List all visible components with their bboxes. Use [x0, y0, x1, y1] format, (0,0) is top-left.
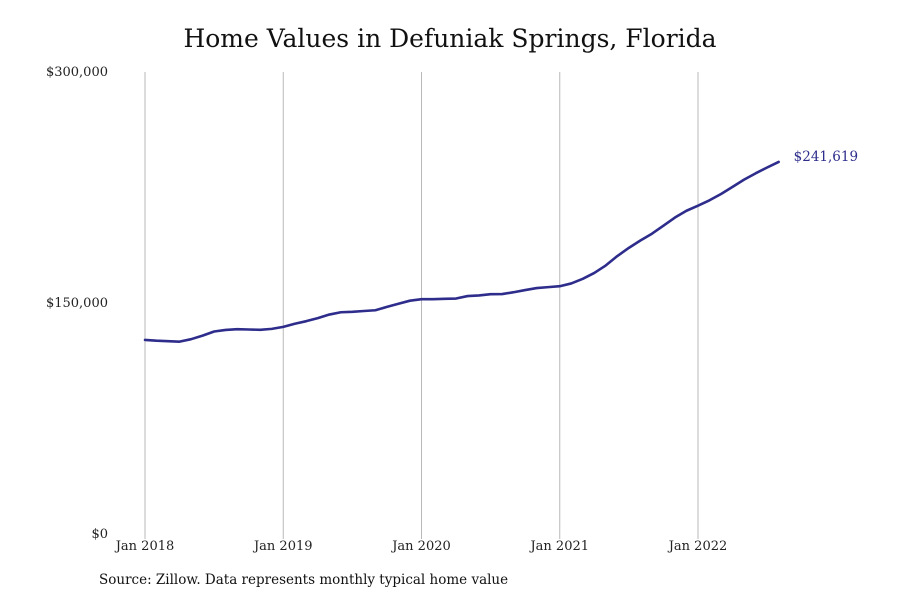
x-tick-label: Jan 2021: [528, 539, 589, 554]
x-tick-label: Jan 2020: [390, 539, 451, 554]
source-note: Source: Zillow. Data represents monthly …: [99, 572, 509, 588]
x-tick-label: Jan 2019: [252, 539, 313, 554]
x-tick-label: Jan 2018: [114, 539, 175, 554]
chart-title: Home Values in Defuniak Springs, Florida: [183, 24, 717, 53]
y-tick-label: $150,000: [46, 296, 108, 311]
y-axis-labels: $0 $150,000 $300,000: [46, 65, 108, 542]
grid-lines: [144, 72, 699, 539]
y-tick-label: $0: [91, 527, 108, 542]
end-value-label: $241,619: [794, 149, 858, 165]
series-line: [143, 160, 780, 343]
y-tick-label: $300,000: [46, 65, 108, 80]
x-axis-labels: Jan 2018 Jan 2019 Jan 2020 Jan 2021 Jan 2022: [114, 539, 728, 554]
x-tick-label: Jan 2022: [667, 539, 728, 554]
series-layer: $241,619: [143, 149, 858, 343]
